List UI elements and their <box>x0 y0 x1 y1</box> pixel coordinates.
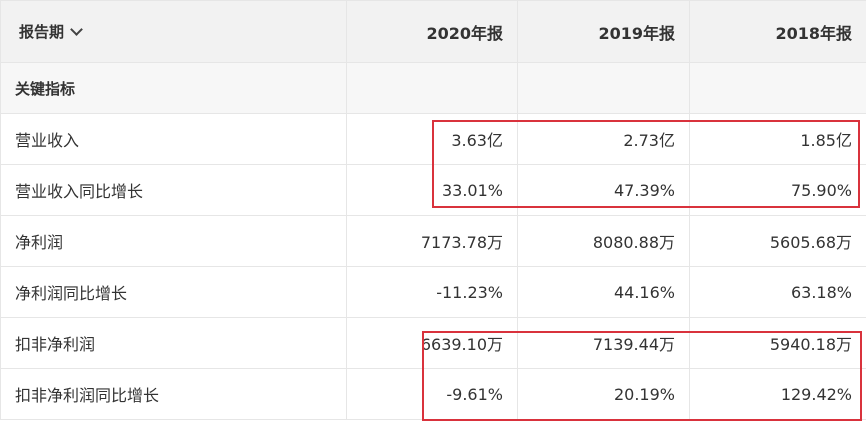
cell-value: -11.23% <box>346 266 518 318</box>
cell-value: 5940.18万 <box>689 317 866 369</box>
cell-value: 20.19% <box>517 368 690 420</box>
cell-value: 5605.68万 <box>689 215 866 267</box>
table-row-revenue-yoy: 营业收入同比增长 33.01% 47.39% 75.90% <box>0 164 866 216</box>
row-label: 营业收入 <box>0 113 347 165</box>
cell-value: 129.42% <box>689 368 866 420</box>
cell-value: 63.18% <box>689 266 866 318</box>
empty-cell <box>346 62 518 114</box>
row-label: 净利润同比增长 <box>0 266 347 318</box>
report-period-label: 报告期 <box>19 23 65 41</box>
cell-value: 1.85亿 <box>689 113 866 165</box>
cell-value: 7173.78万 <box>346 215 518 267</box>
column-header-2018: 2018年报 <box>689 0 866 63</box>
financial-indicators-table: 报告期 2020年报 2019年报 2018年报 关键指标 营业收入 3.63亿… <box>0 0 866 420</box>
table-row-revenue: 营业收入 3.63亿 2.73亿 1.85亿 <box>0 113 866 165</box>
cell-value: 2.73亿 <box>517 113 690 165</box>
report-period-dropdown[interactable]: 报告期 <box>0 0 347 63</box>
row-label: 扣非净利润同比增长 <box>0 368 347 420</box>
cell-value: 75.90% <box>689 164 866 216</box>
cell-value: 44.16% <box>517 266 690 318</box>
table-row-nonrecurring-net-profit-yoy: 扣非净利润同比增长 -9.61% 20.19% 129.42% <box>0 368 866 420</box>
cell-value: 3.63亿 <box>346 113 518 165</box>
cell-value: 8080.88万 <box>517 215 690 267</box>
row-label: 扣非净利润 <box>0 317 347 369</box>
column-header-2019: 2019年报 <box>517 0 690 63</box>
row-label: 净利润 <box>0 215 347 267</box>
cell-value: 6639.10万 <box>346 317 518 369</box>
table-row-net-profit-yoy: 净利润同比增长 -11.23% 44.16% 63.18% <box>0 266 866 318</box>
row-label: 营业收入同比增长 <box>0 164 347 216</box>
table-row-nonrecurring-net-profit: 扣非净利润 6639.10万 7139.44万 5940.18万 <box>0 317 866 369</box>
section-title: 关键指标 <box>0 62 347 114</box>
table-header-row: 报告期 2020年报 2019年报 2018年报 <box>0 0 866 63</box>
table-row-net-profit: 净利润 7173.78万 8080.88万 5605.68万 <box>0 215 866 267</box>
cell-value: 33.01% <box>346 164 518 216</box>
cell-value: 47.39% <box>517 164 690 216</box>
section-row-key-indicators: 关键指标 <box>0 62 866 114</box>
cell-value: 7139.44万 <box>517 317 690 369</box>
empty-cell <box>689 62 866 114</box>
chevron-down-icon <box>70 23 83 36</box>
cell-value: -9.61% <box>346 368 518 420</box>
column-header-2020: 2020年报 <box>346 0 518 63</box>
empty-cell <box>517 62 690 114</box>
